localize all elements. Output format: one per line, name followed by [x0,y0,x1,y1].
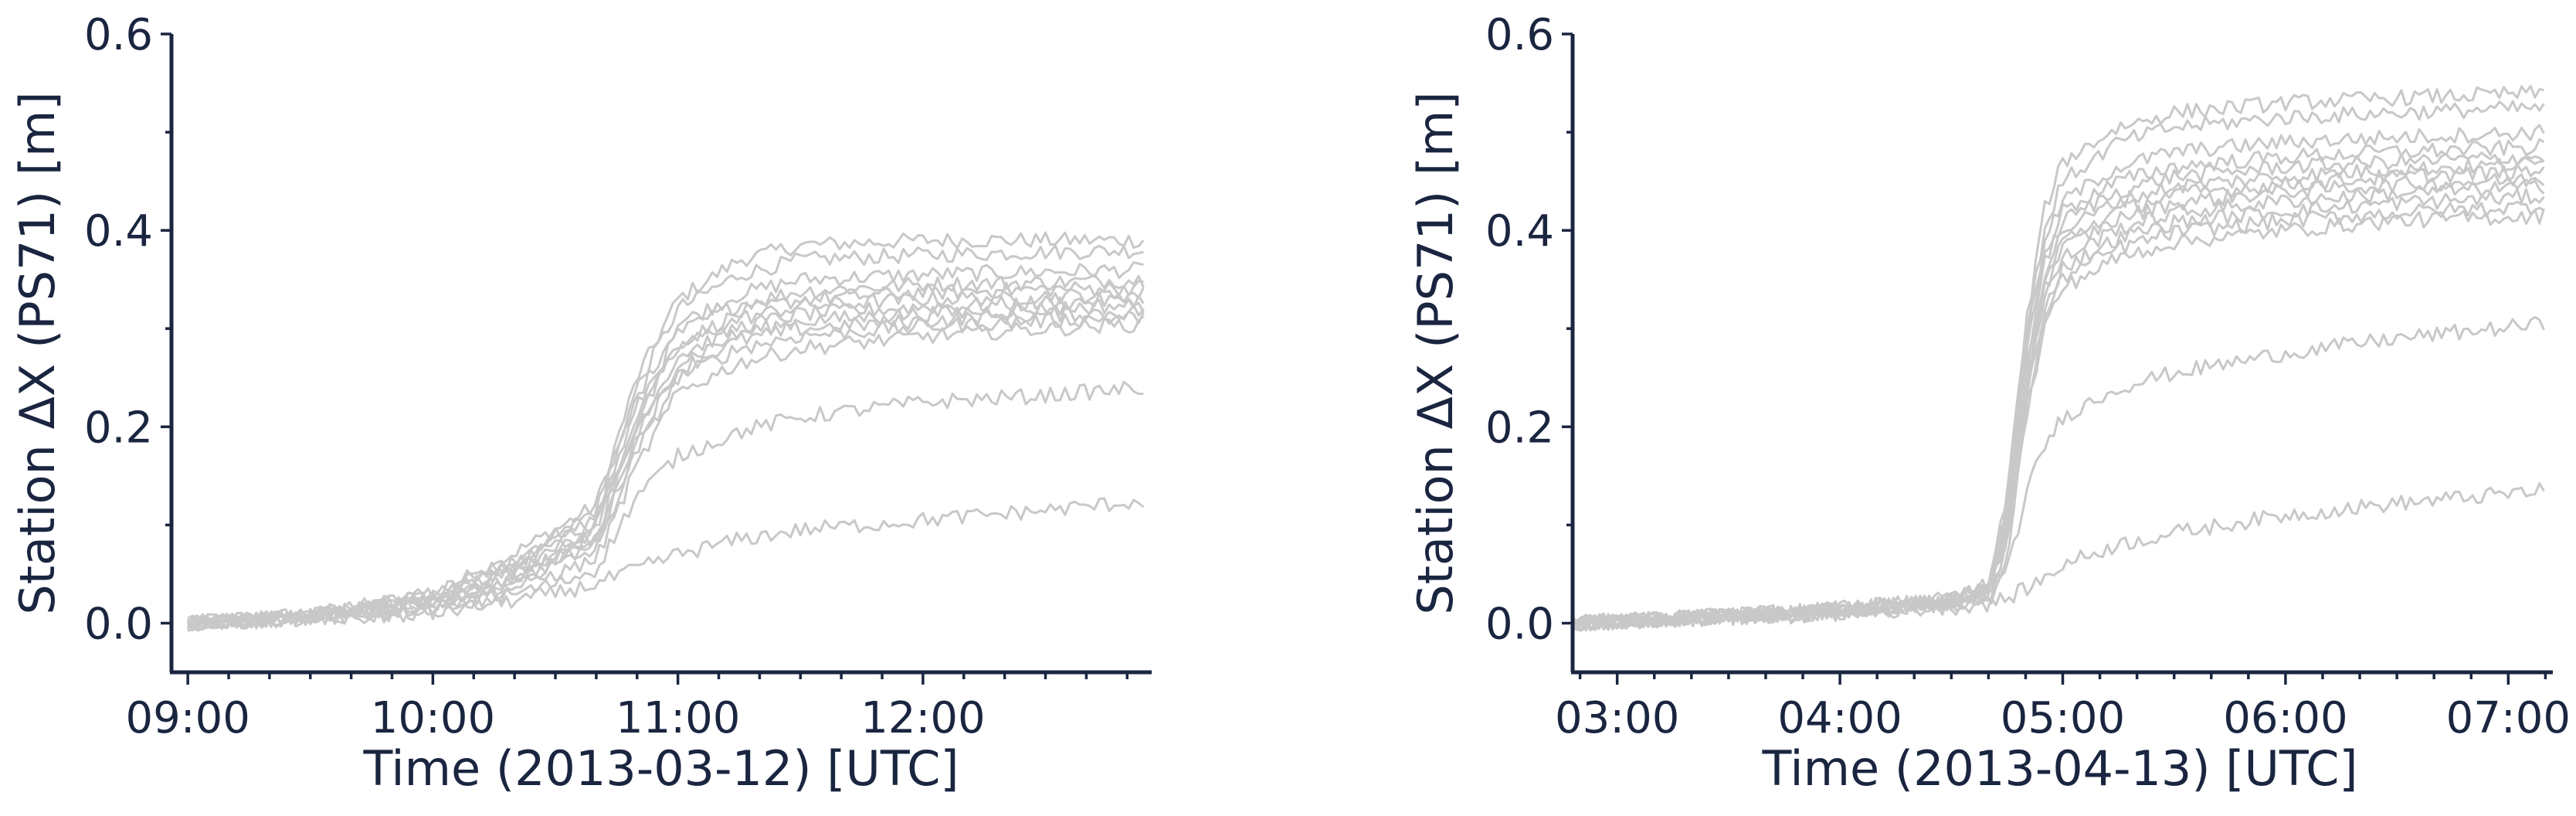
right-plot-y-ticks: 0.0 0.2 0.4 0.6 [1485,10,1573,649]
left-plot-trace [187,243,1144,627]
left-plot-y-tick-label: 0.2 [84,403,153,453]
left-plot-x-axis-title: Time (2013-03-12) [UTC] [362,740,959,797]
left-plot-trace [186,497,1145,630]
left-plot-y-tick-label: 0.4 [84,206,153,257]
right-plot-y-tick-label: 0.2 [1485,403,1554,453]
left-plot-traces [186,231,1145,632]
left-plot-trace [187,315,1145,632]
left-plot-y-ticks: 0.0 0.2 0.4 0.6 [84,10,171,649]
right-plot-y-axis-title: Station ΔX (PS71) [m] [1407,91,1464,614]
right-plot-y-tick-label: 0.0 [1485,599,1554,649]
right-plot-x-tick-label: 03:00 [1555,693,1679,743]
left-plot-x-tick-label: 12:00 [860,693,985,743]
left-plot-x-tick-label: 11:00 [616,693,740,743]
right-plot-x-ticks: 03:00 04:00 05:00 06:00 07:00 [1555,672,2571,743]
left-plot-y-tick-label: 0.0 [84,599,153,649]
right-plot-x-tick-label: 04:00 [1777,693,1902,743]
right-plot-y-tick-label: 0.6 [1485,10,1554,60]
left-plot: 0.0 0.2 0.4 0.6 09:00 10:00 11:00 12:00 Time (… [9,10,1152,797]
left-plot-y-axis-title: Station ΔX (PS71) [m] [9,91,66,614]
left-plot-x-ticks: 09:00 10:00 11:00 12:00 [125,672,1129,743]
right-plot-trace [1571,200,2545,632]
left-plot-trace [186,274,1145,631]
left-plot-y-tick-label: 0.6 [84,10,153,60]
right-plot-traces [1571,84,2545,632]
right-plot-trace [1572,482,2545,632]
left-plot-x-tick-label: 09:00 [125,693,249,743]
right-plot-y-tick-label: 0.4 [1485,206,1554,257]
left-plot-x-tick-label: 10:00 [371,693,495,743]
right-plot-x-axis-title: Time (2013-04-13) [UTC] [1761,740,2357,797]
right-plot-trace [1572,178,2545,631]
right-plot: 0.0 0.2 0.4 0.6 03:00 04:00 05:00 06:00 07:00 T… [1407,10,2571,797]
right-plot-x-tick-label: 07:00 [2446,693,2571,743]
right-plot-x-tick-label: 06:00 [2223,693,2347,743]
right-plot-x-tick-label: 05:00 [2001,693,2125,743]
